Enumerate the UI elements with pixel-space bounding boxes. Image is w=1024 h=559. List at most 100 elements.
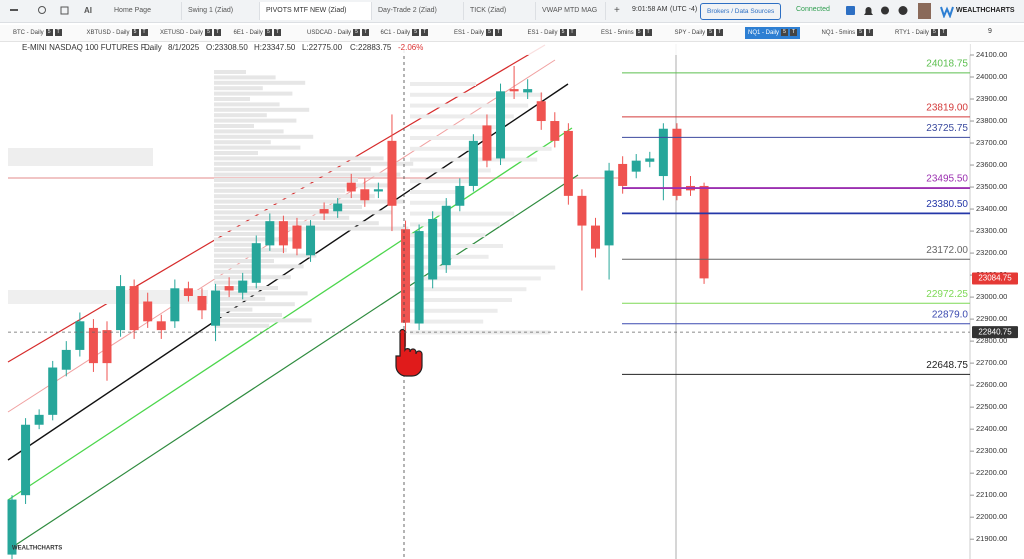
browser-tab[interactable]: PIVOTS MTF NEW (Ziad)	[260, 2, 372, 20]
menu-icon[interactable]	[10, 9, 18, 11]
symbol-tab[interactable]: XBTUSD - Daily 5 T	[84, 27, 151, 39]
candle-body	[536, 101, 546, 122]
profile-bar	[214, 134, 314, 139]
y-tick-label: 22400.00	[976, 424, 1007, 433]
add-tab[interactable]: +	[614, 5, 620, 16]
profile-bar	[410, 179, 477, 184]
symbol-tab[interactable]: ES1 - Daily 5 T	[525, 27, 579, 39]
symbol-tab-label: USDCAD - Daily	[307, 30, 352, 36]
profile-bar	[410, 92, 543, 97]
avatar[interactable]	[918, 3, 931, 19]
browser-tab[interactable]: TICK (Ziad)	[464, 2, 536, 20]
symbol-badge: 5	[857, 28, 865, 36]
candle-body	[577, 195, 587, 226]
symbol-tab[interactable]: 6C1 - Daily 5 T	[378, 27, 432, 39]
y-tick-label: 22500.00	[976, 402, 1007, 411]
symbol-badge: 5	[131, 28, 139, 36]
candle-body	[251, 243, 261, 283]
level-label: 24018.75	[926, 59, 968, 70]
profile-bar	[214, 248, 287, 253]
y-tick-label: 23200.00	[976, 248, 1007, 257]
price-tag-label: 23084.75	[978, 274, 1012, 283]
candle-body	[360, 189, 370, 201]
symbol-badge: T	[54, 28, 62, 36]
y-tick-label: 22900.00	[976, 314, 1007, 323]
level-label: 23725.75	[926, 123, 968, 134]
candle-body	[509, 89, 519, 92]
symbol-tab[interactable]: ES1 - Daily 5 T	[451, 27, 505, 39]
profile-bar	[214, 210, 392, 215]
candle-body	[265, 221, 275, 246]
profile-bar	[214, 80, 306, 85]
ohlc-readout: L:22775.00	[302, 43, 343, 52]
symbol-badge: 5	[264, 28, 272, 36]
symbol-tab-label: RTY1 - Daily	[895, 30, 929, 36]
symbol-tab[interactable]: RTY1 - Daily 5 T	[892, 27, 950, 39]
browser-tab[interactable]: Day-Trade 2 (Ziad)	[372, 2, 464, 20]
price-tag	[972, 326, 1018, 339]
y-tick-label: 22100.00	[976, 490, 1007, 499]
profile-bar	[214, 145, 301, 150]
symbol-tab[interactable]: SPY - Daily 5 T	[672, 27, 727, 39]
symbol-tab[interactable]: XETUSD - Daily 5 T	[157, 27, 224, 39]
candle-body	[346, 182, 356, 192]
candle-body	[102, 330, 112, 364]
ohlc-readout: H:23347.50	[254, 43, 296, 52]
chart-date: 8/1/2025	[168, 43, 200, 52]
search-icon[interactable]	[38, 6, 46, 14]
symbol-badge: T	[273, 28, 281, 36]
y-tick-label: 23600.00	[976, 160, 1007, 169]
symbol-tab[interactable]: 6E1 - Daily 5 T	[231, 27, 284, 39]
profile-bar	[214, 188, 346, 193]
ohlc-readout: C:22883.75	[350, 43, 392, 52]
symbol-tab[interactable]: USDCAD - Daily 5 T	[304, 27, 372, 39]
candle-body	[563, 130, 573, 196]
user-icons	[846, 3, 931, 19]
symbol-tab[interactable]: ES1 - 5mins 5 T	[598, 27, 655, 39]
browser-tab[interactable]: Swing 1 (Ziad)	[182, 2, 260, 20]
profile-bar	[8, 148, 153, 166]
symbol-tab[interactable]: BTC - Daily 5 T	[10, 27, 65, 39]
symbol-tab[interactable]: NQ1 - Daily 5 T	[745, 27, 801, 39]
candle-body	[455, 185, 465, 206]
profile-bar	[214, 242, 258, 247]
help-icon[interactable]	[898, 6, 908, 15]
profile-bar	[410, 330, 550, 335]
browser-tab[interactable]: VWAP MTD MAG	[536, 2, 606, 20]
symbol-badge: T	[716, 28, 724, 36]
ai-button[interactable]: AI	[84, 6, 92, 15]
candle-body	[197, 295, 207, 311]
profile-bar	[214, 199, 405, 204]
profile-bar	[410, 200, 448, 205]
profile-bar	[214, 194, 375, 199]
save-icon[interactable]	[846, 6, 855, 15]
tab-count: 9	[988, 28, 992, 35]
browser-tab[interactable]: Home Page	[108, 2, 182, 20]
profile-bar	[410, 168, 491, 173]
candle-body	[428, 218, 438, 280]
candles	[7, 66, 709, 559]
channel-line	[7, 174, 579, 551]
profile-bar	[214, 156, 384, 161]
brokers-button[interactable]: Brokers / Data Sources	[700, 3, 782, 20]
symbol-bar: 9 BTC - Daily 5 T XBTUSD - Daily 5 T XETUSD - …	[0, 25, 1024, 42]
symbol-tab-label: SPY - Daily	[674, 30, 706, 36]
settings-icon[interactable]	[881, 6, 889, 15]
bell-icon[interactable]	[864, 7, 873, 15]
profile-bar	[410, 82, 476, 86]
copy-icon[interactable]	[60, 6, 69, 15]
chart-interval: Daily	[144, 43, 162, 52]
profile-bar	[410, 103, 529, 108]
profile-bar	[214, 318, 312, 323]
profile-bar	[214, 232, 270, 236]
y-tick-label: 22700.00	[976, 358, 1007, 367]
symbol-tab-label: XBTUSD - Daily	[86, 30, 130, 36]
profile-bar	[214, 280, 249, 285]
symbol-badge: 5	[486, 28, 494, 36]
y-tick-label: 23500.00	[976, 182, 1007, 191]
candle-body	[523, 89, 533, 93]
symbol-tab[interactable]: NQ1 - 5mins 5 T	[819, 27, 877, 39]
profile-bar	[410, 190, 462, 194]
profile-bar	[214, 107, 310, 112]
symbol-badge: T	[421, 28, 429, 36]
